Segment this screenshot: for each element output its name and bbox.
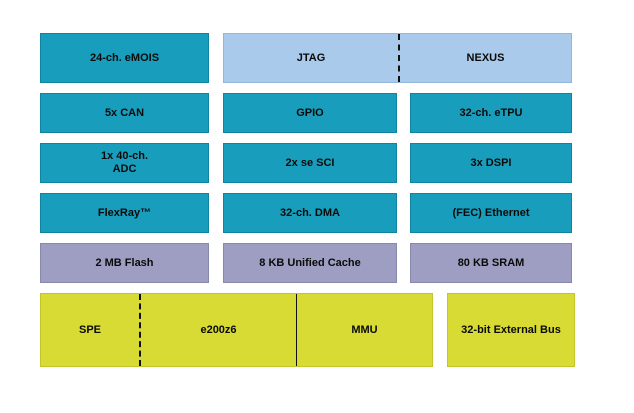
block-adc-label-line2: ADC (112, 163, 137, 175)
block-emios: 24-ch. eMOIS (40, 33, 209, 83)
block-sci: 2x se SCI (223, 143, 397, 183)
block-spe: SPE (41, 294, 139, 366)
block-nexus: NEXUS (400, 34, 571, 82)
block-cache-label: 8 KB Unified Cache (259, 256, 361, 269)
block-external-bus: 32-bit External Bus (447, 293, 575, 367)
spe-core-dashed-divider (139, 294, 141, 366)
core-mmu-solid-divider (296, 294, 297, 366)
block-dma-label: 32-ch. DMA (280, 206, 340, 219)
block-flash: 2 MB Flash (40, 243, 209, 283)
block-cpu-core-label: e200z6 (200, 324, 237, 336)
block-adc-label-line1: 1x 40-ch. (100, 150, 149, 162)
block-nexus-label: NEXUS (466, 52, 505, 64)
block-mmu: MMU (297, 294, 432, 366)
block-can-label: 5x CAN (104, 106, 145, 119)
block-jtag-nexus: JTAG NEXUS (223, 33, 572, 83)
block-dspi-label: 3x DSPI (470, 156, 512, 169)
block-sram-label: 80 KB SRAM (457, 256, 525, 269)
block-external-bus-label: 32-bit External Bus (461, 323, 561, 336)
block-emios-label: 24-ch. eMOIS (89, 51, 160, 64)
block-flexray: FlexRay™ (40, 193, 209, 233)
block-adc: 1x 40-ch. ADC (40, 143, 209, 183)
block-etpu-label: 32-ch. eTPU (459, 106, 523, 119)
block-core-complex: SPE e200z6 MMU (40, 293, 433, 367)
jtag-nexus-dashed-divider (398, 34, 400, 82)
block-spe-label: SPE (78, 324, 101, 336)
block-ethernet: (FEC) Ethernet (410, 193, 572, 233)
block-flash-label: 2 MB Flash (95, 256, 154, 269)
block-flexray-label: FlexRay™ (97, 206, 152, 219)
block-mmu-label: MMU (351, 324, 378, 336)
block-sci-label: 2x se SCI (285, 156, 335, 169)
block-jtag-label: JTAG (296, 52, 326, 64)
block-sram: 80 KB SRAM (410, 243, 572, 283)
block-dma: 32-ch. DMA (223, 193, 397, 233)
block-gpio: GPIO (223, 93, 397, 133)
block-etpu: 32-ch. eTPU (410, 93, 572, 133)
block-can: 5x CAN (40, 93, 209, 133)
block-cache: 8 KB Unified Cache (223, 243, 397, 283)
block-jtag: JTAG (224, 34, 398, 82)
block-gpio-label: GPIO (296, 106, 324, 119)
block-cpu-core: e200z6 (141, 294, 296, 366)
block-ethernet-label: (FEC) Ethernet (452, 206, 530, 219)
block-dspi: 3x DSPI (410, 143, 572, 183)
